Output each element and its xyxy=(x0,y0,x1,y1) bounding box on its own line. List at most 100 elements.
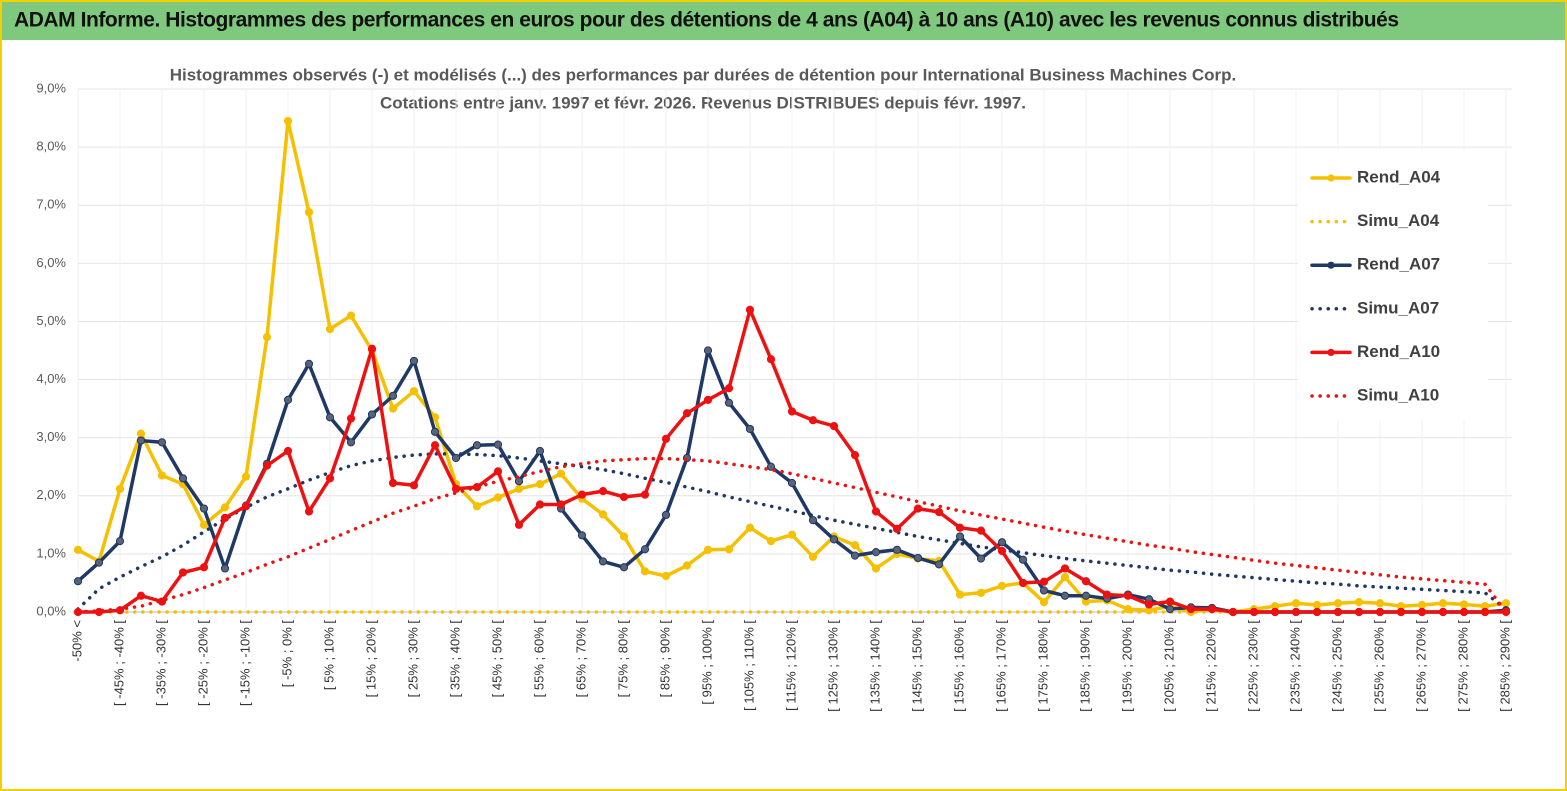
point xyxy=(409,481,419,490)
x-tick-label: [ 65% ; 70% [ xyxy=(573,620,588,698)
point xyxy=(598,510,608,519)
point xyxy=(199,563,209,572)
point xyxy=(829,421,839,431)
point xyxy=(745,424,755,434)
point xyxy=(955,590,965,599)
point xyxy=(1459,607,1469,617)
point xyxy=(73,577,83,586)
point xyxy=(955,532,965,541)
point xyxy=(367,344,377,353)
point xyxy=(808,416,818,425)
legend-marker xyxy=(1327,261,1335,269)
y-tick-label: 5,0% xyxy=(36,313,66,328)
point xyxy=(1165,604,1175,614)
point xyxy=(283,116,293,126)
x-tick-label: -50% < xyxy=(69,620,84,662)
point xyxy=(388,404,398,413)
point xyxy=(115,537,125,546)
point xyxy=(682,561,692,570)
point xyxy=(934,560,944,569)
point xyxy=(262,333,272,342)
point xyxy=(640,567,650,576)
point xyxy=(1417,600,1427,610)
point xyxy=(556,500,566,509)
y-tick-label: 4,0% xyxy=(36,371,66,386)
x-tick-label: [ 195% ; 200% [ xyxy=(1119,620,1134,712)
point xyxy=(1060,564,1070,573)
point xyxy=(1207,604,1217,614)
point xyxy=(913,553,923,563)
point xyxy=(1249,607,1259,617)
x-tick-label: [ 265% ; 270% [ xyxy=(1413,620,1428,712)
x-tick-label: [ 85% ; 90% [ xyxy=(657,620,672,698)
point xyxy=(976,526,986,535)
point xyxy=(619,532,629,541)
x-tick-label: [ 95% ; 100% [ xyxy=(699,620,714,705)
point xyxy=(514,520,524,529)
point xyxy=(1228,607,1238,617)
x-tick-label: [ -45% ; -40% [ xyxy=(111,620,126,706)
point xyxy=(1501,599,1511,608)
chart-title: Histogrammes observés (-) et modélisés (… xyxy=(170,65,1237,84)
x-tick-label: [ 275% ; 280% [ xyxy=(1455,620,1470,712)
x-tick-label: [ 45% ; 50% [ xyxy=(489,620,504,698)
point xyxy=(682,409,692,418)
point xyxy=(1438,599,1448,608)
point xyxy=(1039,586,1049,595)
point xyxy=(388,478,398,488)
point xyxy=(1186,604,1196,614)
point xyxy=(241,472,251,481)
x-tick-label: [ 235% ; 240% [ xyxy=(1287,620,1302,712)
point xyxy=(892,545,902,554)
point xyxy=(1459,600,1469,609)
point xyxy=(619,492,629,502)
x-tick-label: [ 215% ; 220% [ xyxy=(1203,620,1218,712)
point xyxy=(766,355,776,364)
point xyxy=(451,484,461,493)
header-bar xyxy=(2,2,1565,40)
point xyxy=(451,453,461,463)
point xyxy=(220,564,230,573)
point xyxy=(199,504,209,513)
legend-box xyxy=(1298,150,1488,420)
point xyxy=(850,451,860,460)
point xyxy=(1291,607,1301,617)
point xyxy=(283,446,293,456)
point xyxy=(346,438,356,447)
point xyxy=(661,571,671,581)
point xyxy=(493,493,503,502)
point xyxy=(1081,591,1091,600)
point xyxy=(1333,599,1343,608)
x-tick-label: [ 245% ; 250% [ xyxy=(1329,620,1344,712)
point xyxy=(1018,555,1028,564)
header-title: ADAM Informe. Histogrammes des performan… xyxy=(14,9,1399,32)
point xyxy=(1354,598,1364,607)
point xyxy=(1165,597,1175,606)
point xyxy=(220,503,230,512)
point xyxy=(1417,607,1427,617)
x-tick-label: [ 105% ; 110% [ xyxy=(741,620,756,711)
x-tick-label: [ -15% ; -10% [ xyxy=(237,620,252,706)
model-line xyxy=(76,452,1508,611)
point xyxy=(346,311,356,320)
point xyxy=(1270,607,1280,617)
point xyxy=(535,446,545,456)
point xyxy=(1060,573,1070,582)
point xyxy=(136,436,146,445)
y-tick-label: 9,0% xyxy=(36,80,66,95)
point xyxy=(976,554,986,563)
point xyxy=(1291,599,1301,608)
point xyxy=(892,524,902,534)
point xyxy=(913,504,923,513)
x-tick-label: [ 125% ; 130% [ xyxy=(825,620,840,712)
point xyxy=(73,545,83,554)
point xyxy=(262,461,272,470)
point xyxy=(514,477,524,486)
point xyxy=(367,410,377,419)
point xyxy=(1375,607,1385,617)
point xyxy=(808,516,818,525)
point xyxy=(409,387,419,396)
point xyxy=(976,588,986,597)
point xyxy=(787,407,797,416)
